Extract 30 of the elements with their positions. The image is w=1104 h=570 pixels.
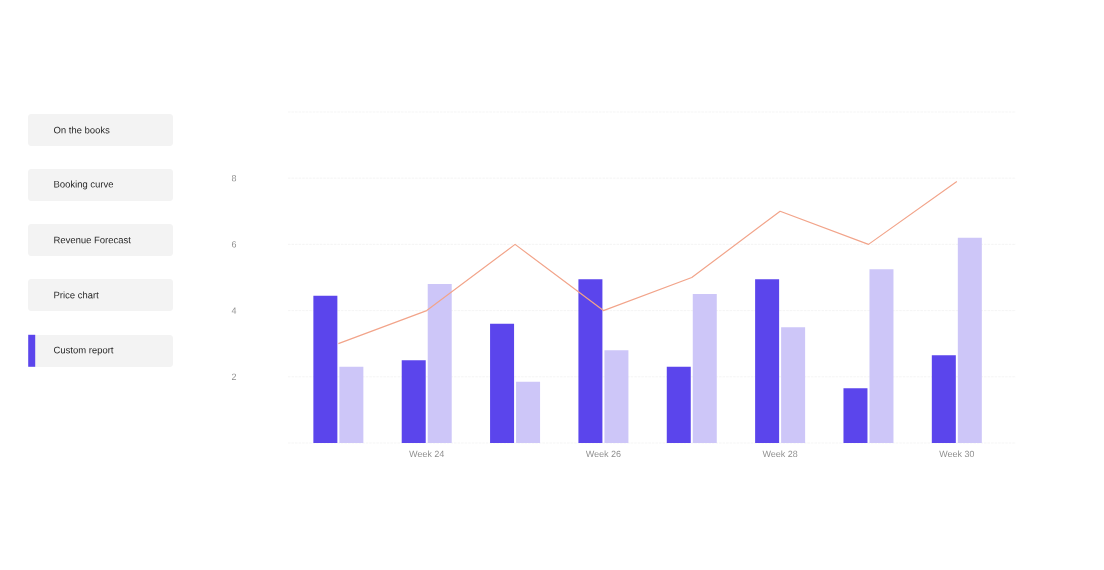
text: Revenue Forecast	[54, 236, 131, 244]
y-tick-label: 6	[231, 241, 237, 248]
bar	[843, 388, 868, 443]
bar	[313, 295, 338, 443]
x-tick-label: Week 26	[585, 450, 621, 458]
bar	[578, 279, 603, 443]
x-tick-label: Week 30	[939, 450, 975, 458]
line-series	[337, 180, 958, 345]
bar	[490, 323, 515, 443]
y-tick-label: 4	[231, 307, 237, 314]
bar	[869, 269, 894, 443]
text: Custom report	[54, 346, 114, 356]
bar	[781, 327, 806, 443]
bar	[666, 366, 691, 443]
text: Booking curve	[54, 180, 114, 190]
bar	[604, 350, 629, 443]
bar	[957, 237, 982, 443]
x-tick-label: Week 24	[409, 450, 445, 458]
bar	[931, 355, 956, 443]
bar	[401, 360, 426, 443]
bar	[692, 294, 717, 443]
bar	[427, 284, 452, 443]
bar	[339, 366, 364, 443]
text: Price chart	[54, 291, 99, 299]
x-tick-label: Week 28	[762, 450, 798, 458]
y-tick-label: 2	[231, 373, 237, 380]
bar	[516, 381, 541, 443]
text: On the books	[53, 126, 110, 134]
bar	[755, 279, 780, 443]
y-tick-label: 8	[231, 175, 237, 182]
